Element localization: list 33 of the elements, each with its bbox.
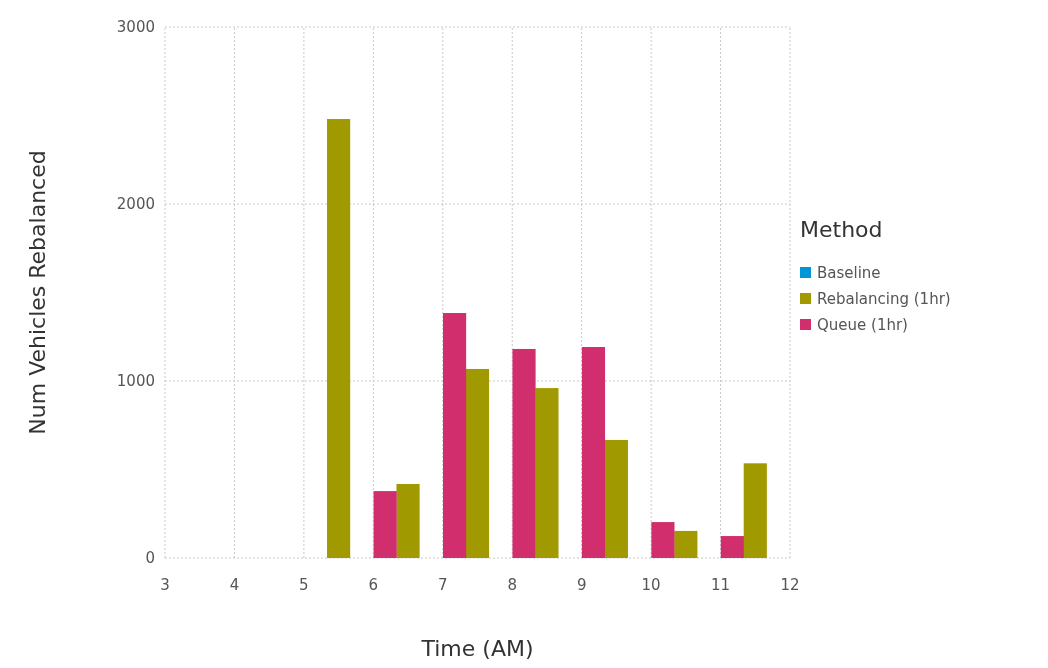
bar (512, 348, 536, 558)
x-axis-title: Time (AM) (420, 636, 534, 661)
legend-label: Rebalancing (1hr) (817, 290, 951, 308)
x-tick-label: 6 (368, 576, 379, 594)
legend-title: Method (800, 217, 883, 242)
x-tick-label: 9 (576, 576, 587, 594)
bar (581, 347, 606, 558)
x-tick-label: 11 (711, 576, 731, 594)
bar (535, 388, 559, 558)
y-tick-label: 0 (145, 549, 155, 567)
x-tick-label: 10 (641, 576, 661, 594)
x-tick-label: 5 (299, 576, 309, 594)
bar (743, 463, 767, 558)
x-tick-label: 3 (160, 576, 170, 594)
x-tick-label: 12 (780, 576, 800, 594)
bar (373, 491, 397, 558)
bar (604, 439, 628, 558)
bar (327, 119, 351, 558)
legend-label: Queue (1hr) (817, 316, 908, 334)
y-tick-label: 2000 (116, 195, 155, 213)
x-tick-label: 7 (438, 576, 448, 594)
bar (674, 530, 698, 558)
x-tick-label: 4 (229, 576, 240, 594)
legend-label: Baseline (817, 264, 881, 282)
bar (720, 536, 744, 558)
bar (465, 368, 490, 558)
bar (443, 313, 467, 558)
x-tick-label: 8 (507, 576, 517, 594)
bar (651, 522, 675, 558)
y-axis-title: Num Vehicles Rebalanced (25, 150, 50, 435)
bar (396, 484, 420, 558)
y-tick-label: 1000 (116, 372, 155, 390)
y-tick-label: 3000 (116, 18, 155, 36)
